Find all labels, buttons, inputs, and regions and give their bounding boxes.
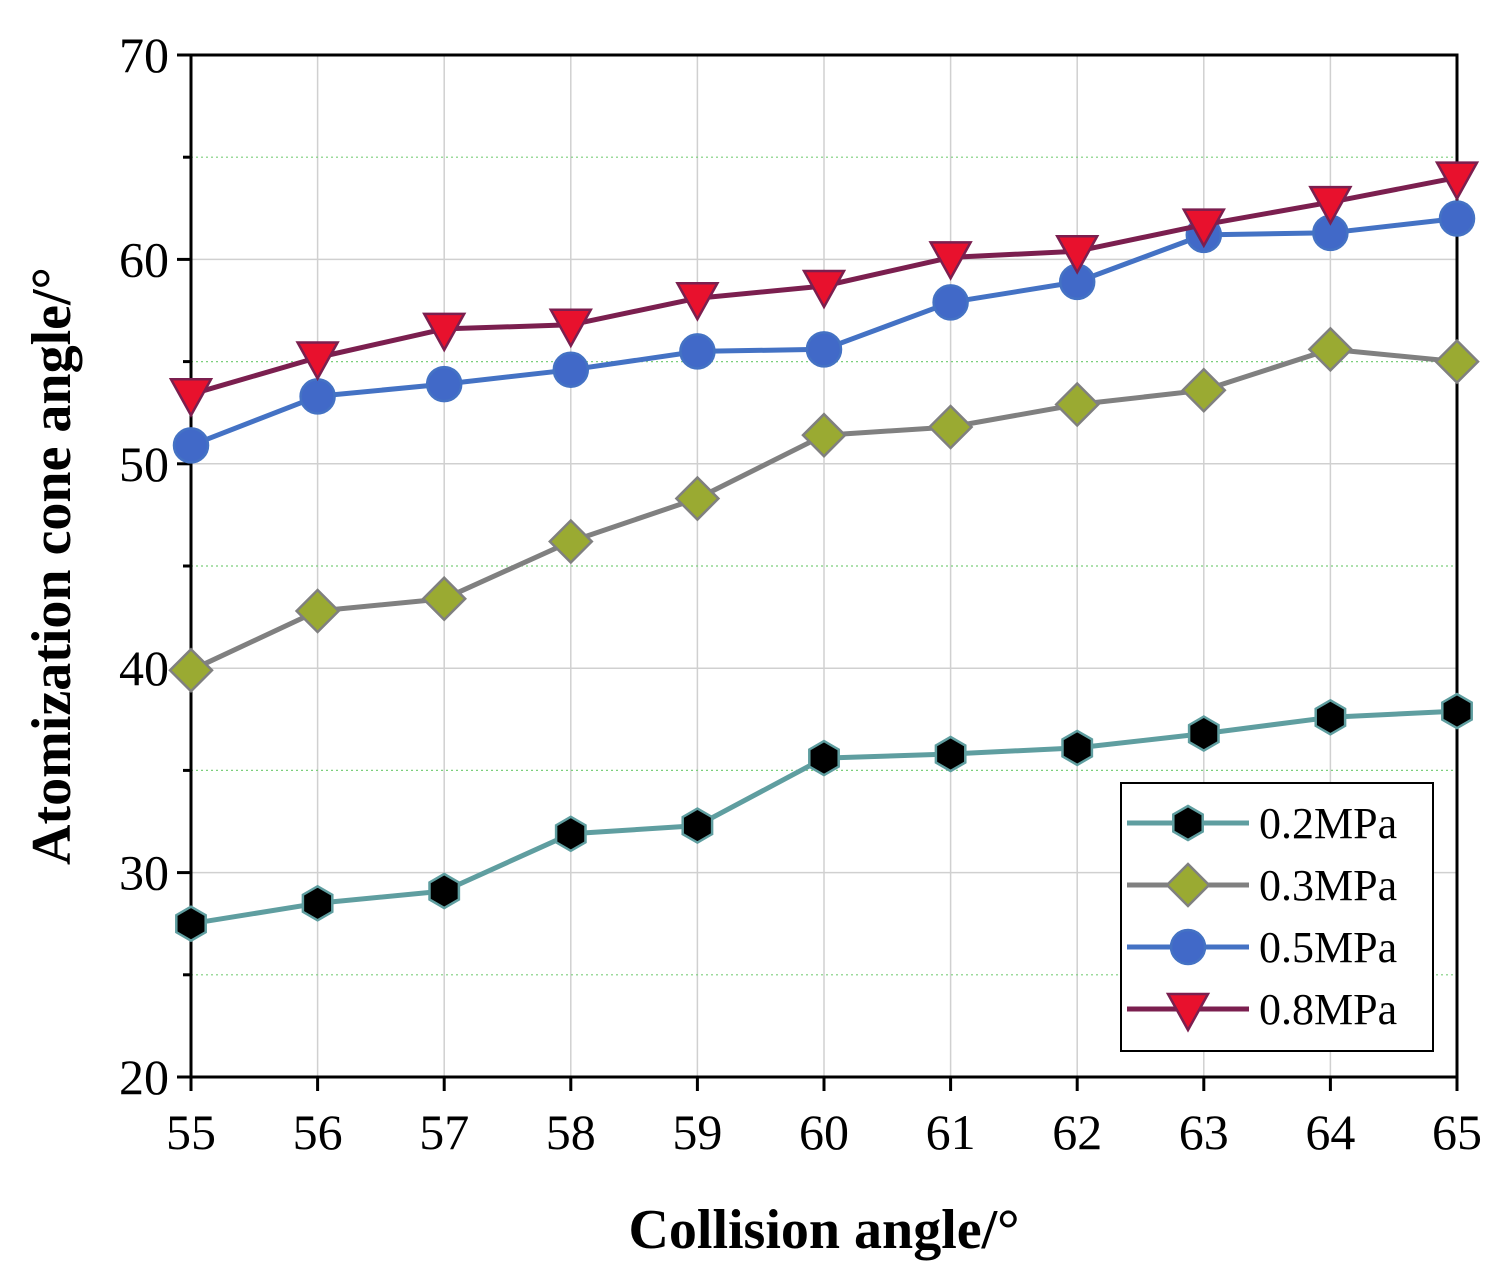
legend-label: 0.5MPa: [1259, 923, 1397, 972]
legend-item: 0.8MPa: [1127, 985, 1397, 1034]
data-point: [295, 341, 340, 382]
data-point: [679, 333, 716, 370]
data-point: [1441, 692, 1473, 730]
legend-label: 0.2MPa: [1259, 799, 1397, 848]
data-point: [428, 872, 461, 910]
legend-marker: [1165, 862, 1211, 908]
data-point: [421, 575, 467, 622]
legend-item: 0.2MPa: [1127, 799, 1397, 848]
x-tick-label: 56: [293, 1104, 343, 1160]
data-point: [801, 412, 847, 458]
legend-marker: [1172, 804, 1204, 842]
x-tick-label: 58: [546, 1104, 596, 1160]
data-point: [1307, 326, 1354, 373]
data-point: [1438, 200, 1476, 237]
legend-item: 0.5MPa: [1127, 923, 1397, 972]
data-point: [1434, 338, 1480, 385]
data-point: [294, 588, 341, 634]
legend-label: 0.3MPa: [1259, 861, 1397, 910]
data-point: [1314, 698, 1347, 736]
x-tick-label: 61: [926, 1104, 976, 1160]
series-0.8MPa: [168, 161, 1480, 418]
series-0.2MPa: [175, 692, 1473, 943]
data-point: [1061, 729, 1094, 767]
x-tick-label: 55: [166, 1104, 216, 1160]
data-point: [675, 281, 720, 322]
y-tick-label: 40: [119, 640, 169, 696]
x-tick-label: 65: [1432, 1104, 1482, 1160]
data-point: [1055, 234, 1100, 275]
data-point: [1054, 381, 1100, 428]
data-point: [1181, 208, 1226, 249]
series-0.3MPa: [168, 326, 1480, 694]
data-point: [932, 284, 969, 321]
data-point: [299, 378, 336, 415]
data-point: [168, 378, 214, 418]
x-tick-label: 57: [419, 1104, 469, 1160]
data-point: [422, 312, 467, 353]
data-point: [805, 331, 843, 368]
x-axis-title: Collision angle/°: [628, 1199, 1019, 1261]
data-point: [175, 905, 207, 943]
axes: 55 56 57 58 59 60 61 62 63 64 65 20 30 40 50 60 70: [119, 27, 1482, 1160]
data-point: [168, 647, 214, 694]
data-point: [1181, 367, 1227, 413]
data-point: [1187, 715, 1220, 753]
y-tick-label: 70: [119, 27, 169, 83]
data-point: [681, 807, 714, 845]
x-tick-label: 62: [1052, 1104, 1102, 1160]
data-point: [808, 739, 840, 777]
data-point: [301, 884, 334, 922]
data-point: [1434, 161, 1480, 202]
series-0.5MPa: [172, 200, 1476, 464]
y-tick-label: 50: [119, 436, 169, 492]
x-tick-label: 60: [799, 1104, 849, 1160]
data-point: [1308, 185, 1353, 226]
data-point: [801, 269, 847, 310]
data-point: [548, 518, 594, 565]
x-tick-label: 64: [1305, 1104, 1355, 1160]
data-point: [172, 427, 210, 464]
x-tick-label: 63: [1179, 1104, 1229, 1160]
y-tick-label: 60: [119, 231, 169, 287]
data-point: [928, 241, 973, 281]
legend-label: 0.8MPa: [1259, 985, 1397, 1034]
legend-marker: [1169, 928, 1207, 966]
y-tick-label: 30: [119, 845, 169, 901]
data-point: [674, 475, 721, 522]
data-point: [554, 815, 587, 853]
legend-item: 0.3MPa: [1127, 861, 1397, 910]
legend: 0.2MPa 0.3MPa 0.5MPa 0.8MPa: [1120, 782, 1434, 1052]
legend-marker: [1165, 992, 1211, 1033]
data-point: [548, 308, 593, 349]
series-layer: [168, 161, 1480, 943]
y-axis-title: Atomization cone angle/°: [21, 267, 83, 865]
data-point: [934, 735, 967, 773]
data-point: [552, 351, 590, 389]
data-point: [425, 365, 463, 403]
y-tick-label: 20: [119, 1049, 169, 1105]
x-tick-label: 59: [672, 1104, 722, 1160]
data-point: [927, 404, 974, 450]
